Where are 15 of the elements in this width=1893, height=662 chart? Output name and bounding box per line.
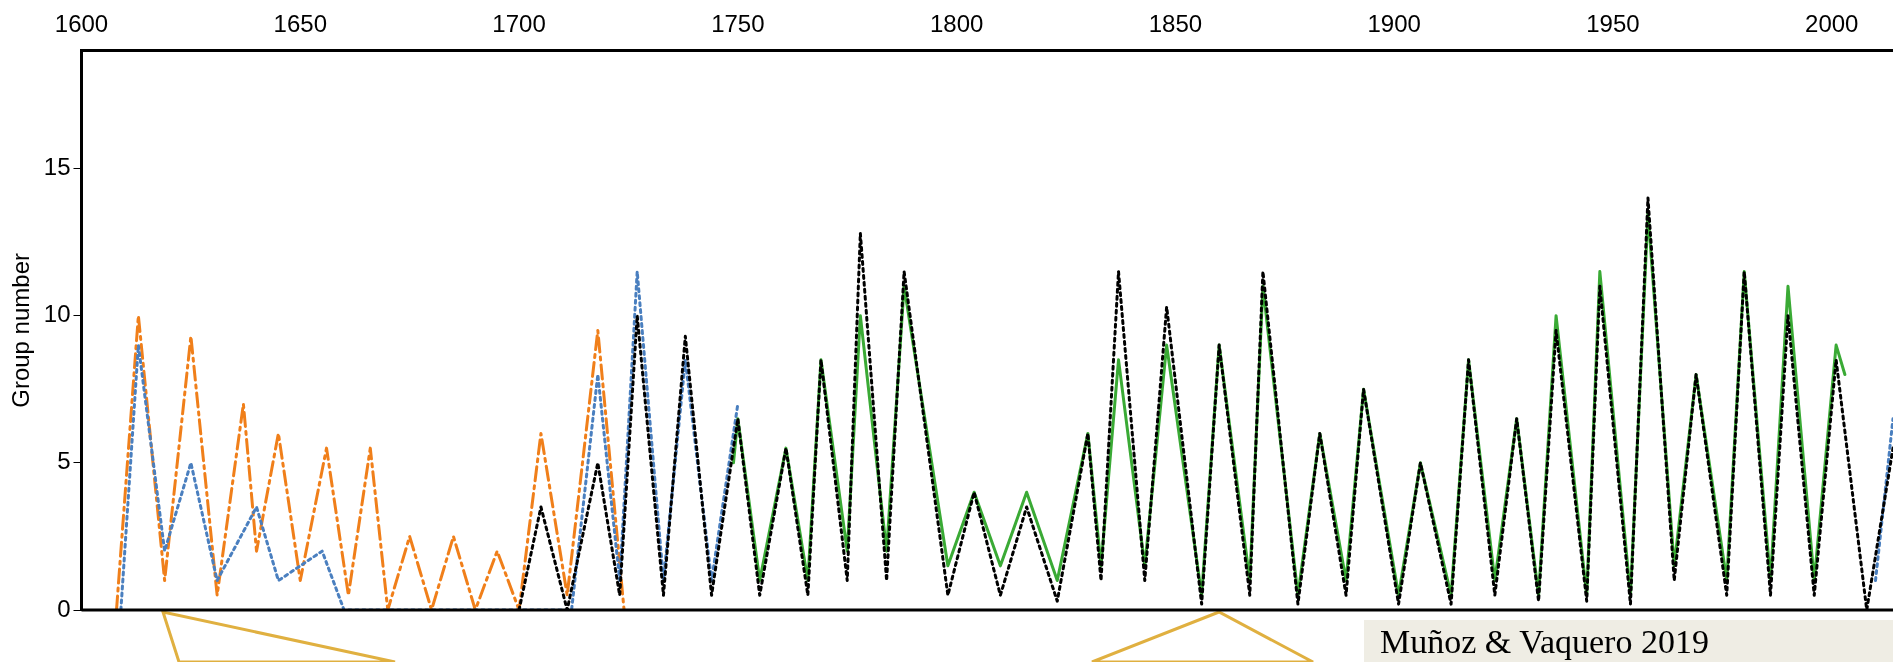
x-tick-label: 1850 bbox=[1148, 10, 1203, 38]
x-tick-label: 1750 bbox=[711, 10, 765, 38]
y-tick-label: 0 bbox=[57, 594, 71, 622]
y-axis-title: Group number bbox=[7, 253, 35, 408]
x-tick-label: 1700 bbox=[492, 10, 546, 38]
y-tick-label: 10 bbox=[43, 300, 71, 328]
x-tick-label: 1600 bbox=[54, 10, 109, 38]
x-tick-label: 1650 bbox=[273, 10, 327, 38]
y-tick-label: 5 bbox=[57, 447, 71, 475]
caption-box: Muñoz & Vaquero 2019 bbox=[1364, 620, 1893, 662]
y-tick-label: 15 bbox=[43, 153, 71, 181]
x-tick-label: 1800 bbox=[929, 10, 984, 38]
x-tick-label: 1900 bbox=[1367, 10, 1421, 38]
x-tick-label: 2000 bbox=[1805, 10, 1859, 38]
x-tick-label: 1950 bbox=[1586, 10, 1640, 38]
